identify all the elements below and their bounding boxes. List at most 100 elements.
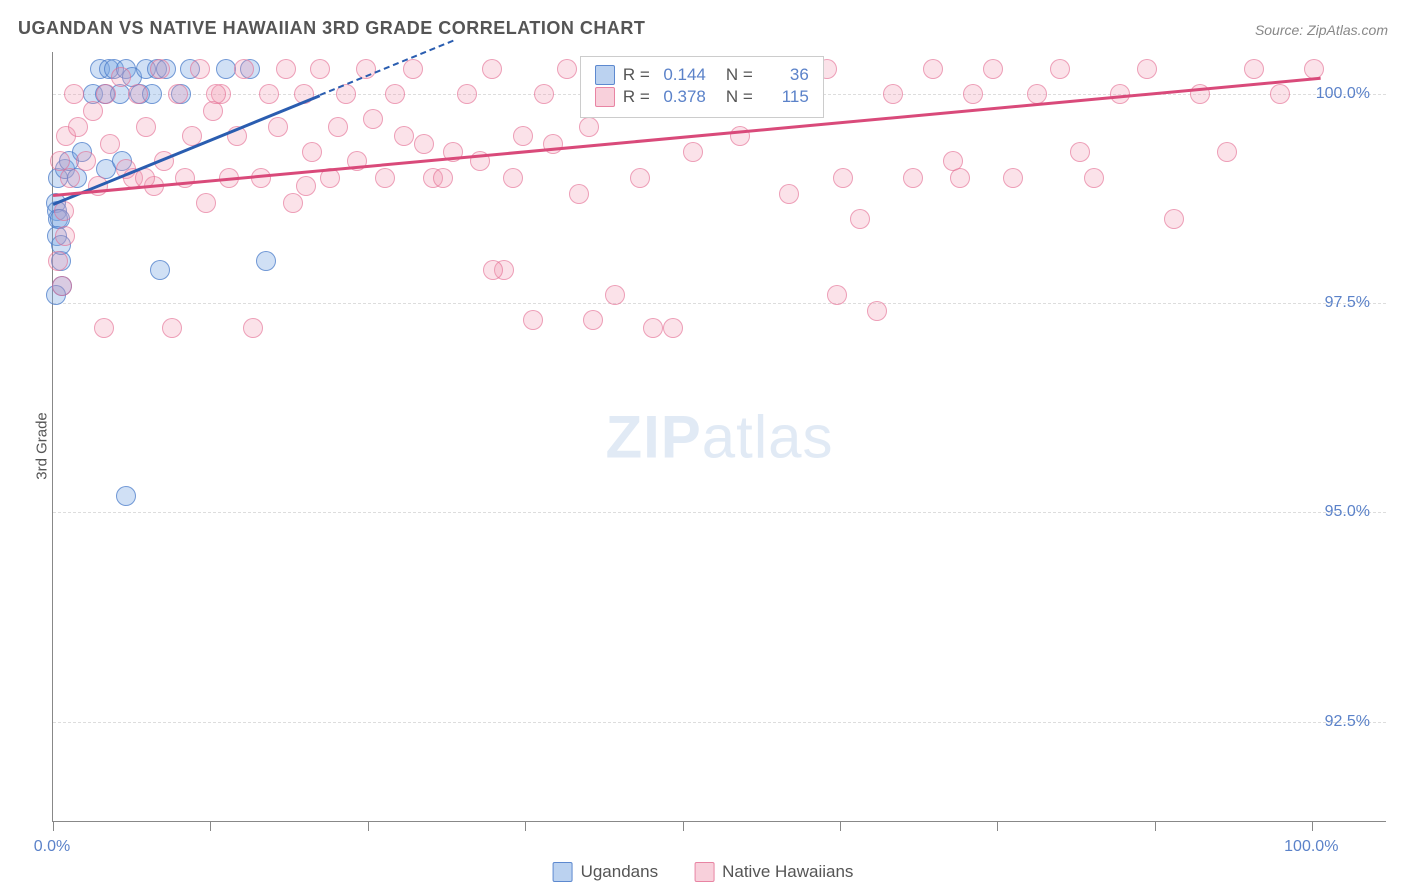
pink-point: [310, 59, 330, 79]
pink-point: [150, 59, 170, 79]
x-tick-label: 0.0%: [34, 838, 70, 856]
pink-point: [483, 260, 503, 280]
pink-point: [1027, 84, 1047, 104]
x-tick: [1312, 821, 1313, 831]
pink-point: [52, 276, 72, 296]
pink-point: [643, 318, 663, 338]
plot-area: ZIPatlas 92.5%95.0%97.5%100.0%R =0.144N …: [52, 52, 1386, 822]
pink-point: [963, 84, 983, 104]
pink-swatch: [595, 87, 615, 107]
r-label: R =: [623, 65, 650, 85]
pink-point: [403, 59, 423, 79]
pink-point: [259, 84, 279, 104]
pink-point: [385, 84, 405, 104]
y-tick-label: 92.5%: [1325, 713, 1370, 731]
pink-point: [162, 318, 182, 338]
pink-point: [328, 117, 348, 137]
y-tick-label: 97.5%: [1325, 294, 1370, 312]
stats-legend-row: R = 0.144 N = 36: [595, 65, 809, 85]
pink-point: [1217, 142, 1237, 162]
legend-label: Native Hawaiians: [722, 862, 853, 882]
pink-point: [779, 184, 799, 204]
pink-point: [296, 176, 316, 196]
pink-point: [128, 84, 148, 104]
pink-point: [136, 117, 156, 137]
pink-point: [1003, 168, 1023, 188]
pink-point: [363, 109, 383, 129]
pink-point: [234, 59, 254, 79]
pink-point: [414, 134, 434, 154]
watermark-bold: ZIP: [605, 403, 701, 470]
y-axis-title: 3rd Grade: [33, 412, 50, 480]
pink-point: [100, 134, 120, 154]
n-value: 36: [761, 65, 809, 85]
blue-point: [150, 260, 170, 280]
pink-point: [94, 318, 114, 338]
pink-point: [850, 209, 870, 229]
pink-point: [55, 226, 75, 246]
pink-point: [730, 126, 750, 146]
stats-legend-row: R =0.378N =115: [595, 87, 809, 107]
pink-point: [503, 168, 523, 188]
pink-point: [457, 84, 477, 104]
x-tick: [683, 821, 684, 831]
source-credit: Source: ZipAtlas.com: [1255, 22, 1388, 38]
pink-point: [867, 301, 887, 321]
pink-point: [96, 84, 116, 104]
pink-point: [513, 126, 533, 146]
y-gridline: [53, 722, 1386, 723]
x-tick: [840, 821, 841, 831]
pink-point: [302, 142, 322, 162]
y-tick-label: 100.0%: [1316, 85, 1370, 103]
pink-point: [1050, 59, 1070, 79]
pink-point: [827, 285, 847, 305]
x-tick: [1155, 821, 1156, 831]
pink-point: [283, 193, 303, 213]
x-tick: [368, 821, 369, 831]
blue-point: [116, 486, 136, 506]
y-gridline: [53, 512, 1386, 513]
bottom-legend: Ugandans Native Hawaiians: [553, 862, 854, 882]
stats-legend: R = 0.144 N = 36R =0.378N =115: [580, 56, 824, 118]
pink-point: [482, 59, 502, 79]
pink-point: [950, 168, 970, 188]
pink-point: [923, 59, 943, 79]
blue-swatch: [595, 65, 615, 85]
pink-point: [543, 134, 563, 154]
pink-point: [663, 318, 683, 338]
pink-point: [1244, 59, 1264, 79]
pink-point: [76, 151, 96, 171]
pink-point: [983, 59, 1003, 79]
pink-point: [1084, 168, 1104, 188]
pink-point: [168, 84, 188, 104]
pink-point: [196, 193, 216, 213]
pink-point: [630, 168, 650, 188]
pink-point: [1164, 209, 1184, 229]
pink-point: [903, 168, 923, 188]
r-value: 0.378: [658, 87, 706, 107]
watermark-light: atlas: [702, 403, 834, 470]
legend-label: Ugandans: [581, 862, 659, 882]
pink-point: [1304, 59, 1324, 79]
x-tick: [997, 821, 998, 831]
pink-point: [433, 168, 453, 188]
pink-point: [605, 285, 625, 305]
x-tick: [525, 821, 526, 831]
n-label: N =: [726, 65, 753, 85]
watermark: ZIPatlas: [605, 402, 833, 471]
pink-swatch: [694, 862, 714, 882]
pink-point: [243, 318, 263, 338]
pink-point: [268, 117, 288, 137]
pink-point: [683, 142, 703, 162]
pink-point: [534, 84, 554, 104]
pink-point: [48, 251, 68, 271]
legend-item: Native Hawaiians: [694, 862, 853, 882]
blue-point: [256, 251, 276, 271]
x-tick: [53, 821, 54, 831]
pink-point: [111, 67, 131, 87]
pink-point: [1137, 59, 1157, 79]
pink-point: [1270, 84, 1290, 104]
r-value: 0.144: [658, 65, 706, 85]
pink-point: [557, 59, 577, 79]
pink-point: [64, 84, 84, 104]
